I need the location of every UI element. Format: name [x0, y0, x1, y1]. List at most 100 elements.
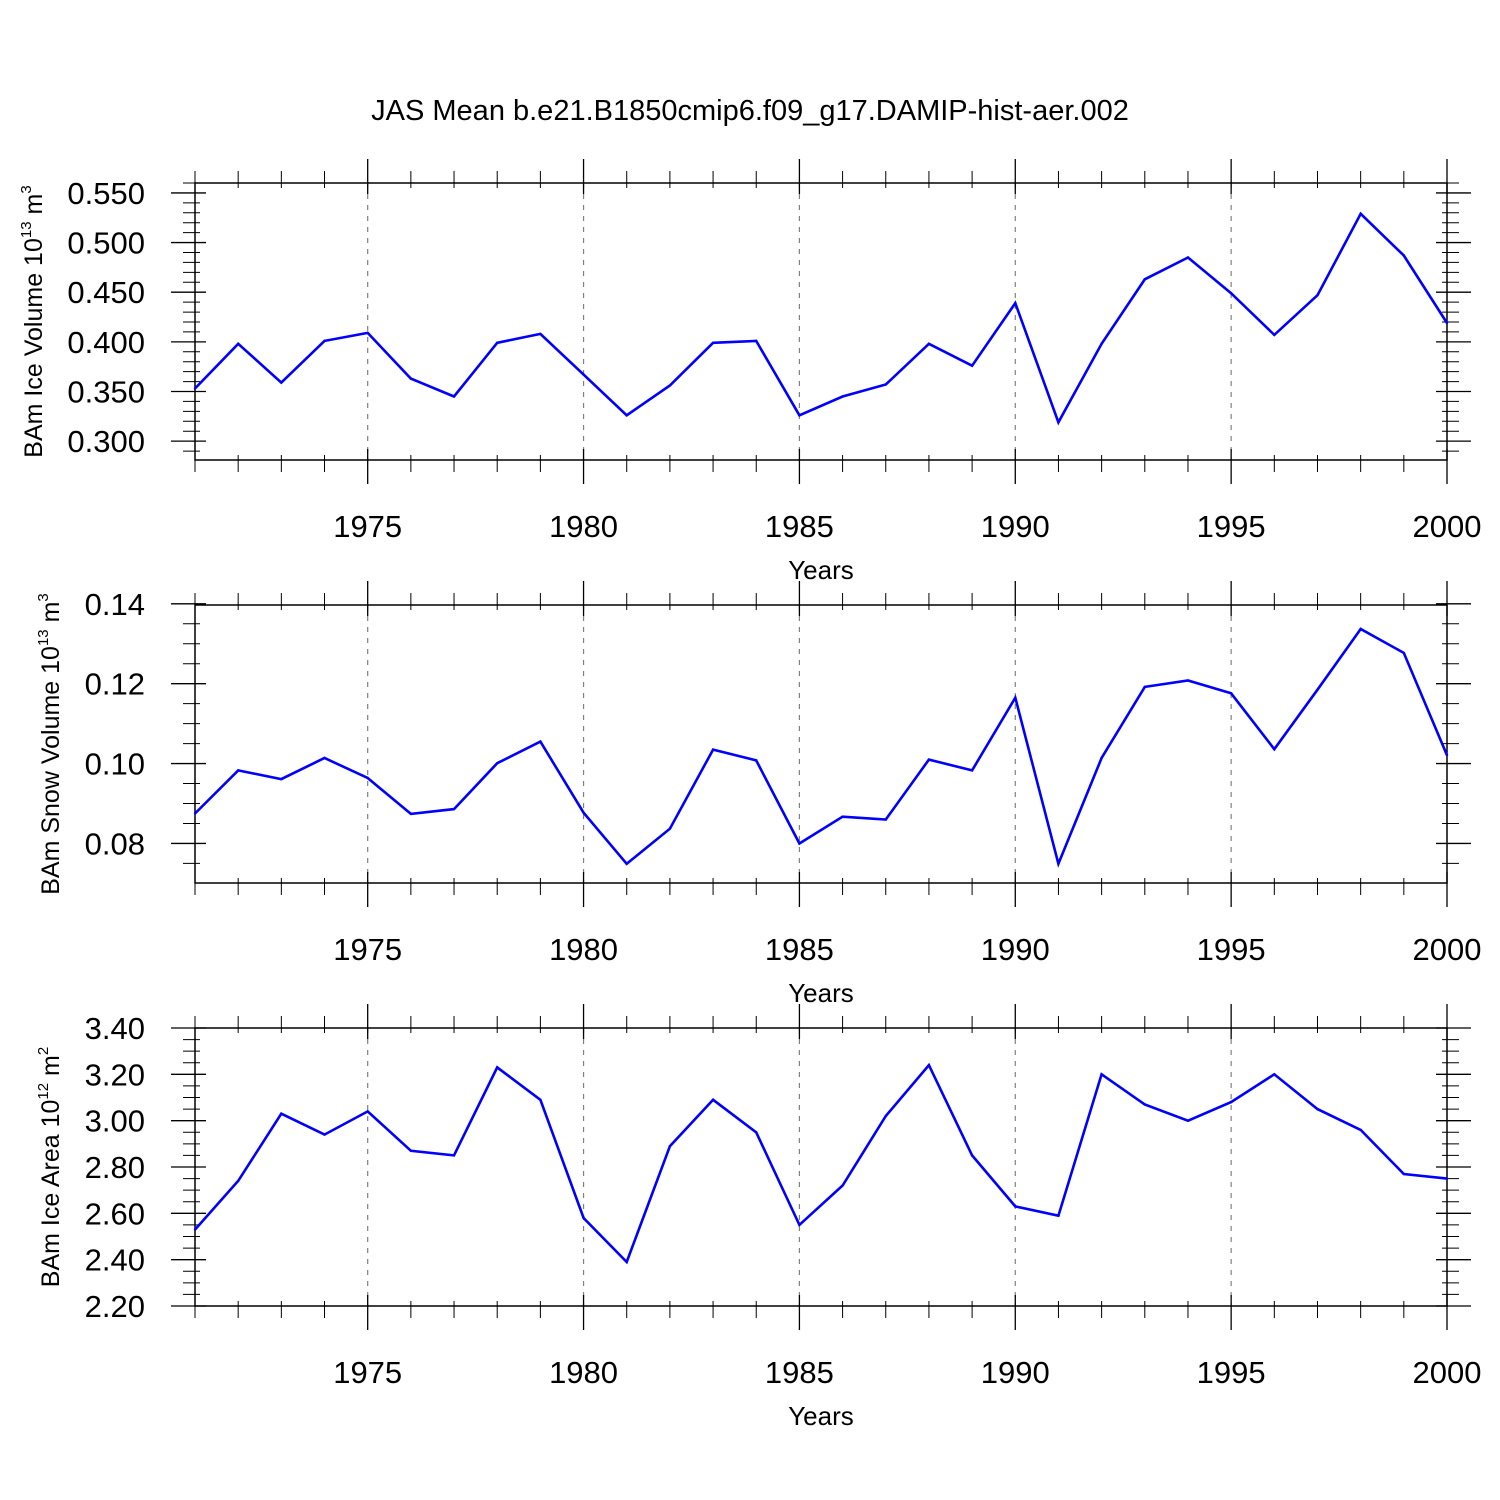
y-axis-title: BAm Ice Volume 1013 m3	[18, 185, 48, 457]
data-point	[236, 769, 240, 772]
data-point	[841, 815, 844, 818]
x-tick-label: 1990	[981, 932, 1050, 967]
data-point	[496, 1066, 499, 1069]
data-point	[711, 1098, 715, 1102]
data-point	[323, 339, 326, 343]
data-point	[1402, 1172, 1406, 1176]
data-point	[711, 341, 715, 345]
y-tick-label: 0.10	[85, 747, 145, 782]
data-point	[323, 756, 326, 760]
chart-panel-1: 1975 1980 1985 1990 1995 2000 0.300 0.350 0.400 0…	[18, 159, 1481, 585]
chart-panel-3: 1975 1980 1985 1990 1995 2000 2.20 2.40 2.60 2.80…	[35, 1004, 1481, 1431]
x-axis-title: Years	[788, 555, 854, 585]
data-point	[1186, 679, 1190, 682]
data-point	[884, 383, 887, 386]
x-axis-title: Years	[788, 1401, 854, 1431]
data-point	[755, 1131, 758, 1134]
data-point	[884, 1114, 887, 1118]
y-axis-title-main: BAm Ice Volume 10	[20, 238, 48, 458]
y-tick-label: 0.08	[85, 826, 145, 861]
data-point	[193, 812, 197, 815]
data-point	[236, 342, 240, 346]
data-point	[1057, 421, 1060, 424]
y-tick-label: 0.550	[67, 176, 145, 211]
x-axis-title: Years	[788, 978, 854, 1008]
data-point	[1143, 1103, 1146, 1106]
data-point	[409, 377, 413, 380]
data-point	[366, 1110, 369, 1113]
x-tick-label: 1975	[333, 1355, 402, 1390]
data-point	[625, 414, 628, 417]
data-point	[755, 339, 758, 343]
data-point	[798, 414, 801, 417]
data-point	[625, 1260, 628, 1264]
y-axis-title-unit: m	[37, 1055, 65, 1083]
data-point	[970, 1154, 974, 1157]
data-point	[1100, 342, 1103, 346]
data-point	[1316, 1107, 1319, 1111]
y-tick-label: 0.500	[67, 226, 145, 261]
data-point	[539, 332, 542, 336]
data-point	[1100, 1073, 1103, 1076]
data-point	[970, 769, 974, 772]
y-axis-title-main: BAm Ice Area 10	[37, 1100, 65, 1288]
data-point	[668, 827, 672, 830]
data-point	[927, 758, 931, 761]
figure-title: JAS Mean b.e21.B1850cmip6.f09_g17.DAMIP-…	[371, 95, 1129, 127]
data-point	[323, 1133, 326, 1136]
y-axis-title-exponent: 12	[35, 1083, 52, 1100]
data-point	[668, 384, 672, 387]
data-point	[452, 807, 456, 811]
data-point	[1014, 1205, 1017, 1208]
data-point	[1057, 862, 1060, 866]
x-tick-label: 2000	[1413, 1355, 1482, 1390]
data-point	[452, 1154, 456, 1157]
data-point	[1445, 321, 1449, 325]
data-point	[1359, 627, 1362, 631]
data-point	[1014, 301, 1017, 305]
x-tick-label: 2000	[1413, 932, 1482, 967]
data-point	[1229, 292, 1233, 295]
data-point	[841, 1184, 844, 1187]
x-tick-label: 1980	[549, 932, 618, 967]
data-point	[452, 395, 456, 398]
data-point	[582, 1216, 585, 1220]
data-point	[280, 381, 283, 384]
y-tick-label: 2.20	[85, 1289, 145, 1324]
x-tick-label: 1990	[981, 509, 1050, 544]
data-point	[884, 818, 887, 821]
data-point	[1014, 696, 1017, 699]
y-axis-title-unit: m	[37, 602, 65, 630]
y-axis-title: BAm Ice Area 1012 m2	[35, 1047, 65, 1287]
x-tick-label: 1990	[981, 1355, 1050, 1390]
x-tick-label: 1975	[333, 932, 402, 967]
data-point	[1143, 685, 1146, 689]
data-point	[1445, 1177, 1449, 1180]
x-tick-label: 1980	[549, 1355, 618, 1390]
y-tick-label: 3.20	[85, 1057, 145, 1092]
panels: 1975 1980 1985 1990 1995 2000 0.300 0.350 0.400 0…	[18, 159, 1481, 1431]
series-line	[194, 627, 1449, 868]
data-point	[1359, 1128, 1362, 1132]
data-point	[1186, 256, 1190, 259]
y-axis-title-exponent: 13	[18, 221, 35, 238]
y-tick-label: 0.14	[85, 587, 145, 622]
y-axis-title-unit-exponent: 3	[35, 593, 52, 601]
plot-frame	[194, 1027, 1448, 1307]
x-tick-label: 1995	[1197, 509, 1266, 544]
y-axis-title-unit-exponent: 2	[35, 1047, 52, 1055]
data-point	[1229, 1100, 1233, 1104]
y-tick-label: 0.450	[67, 275, 145, 310]
x-tick-label: 2000	[1413, 509, 1482, 544]
y-tick-label: 0.12	[85, 667, 145, 702]
y-tick-label: 0.350	[67, 374, 145, 409]
x-tick-label: 1985	[765, 1355, 834, 1390]
data-point	[1273, 1073, 1276, 1076]
data-point	[798, 1223, 801, 1227]
data-point	[668, 1144, 672, 1148]
plot-frame	[194, 604, 1448, 884]
data-point	[366, 776, 369, 780]
data-point	[409, 812, 413, 816]
y-axis-title-unit-exponent: 3	[18, 185, 35, 193]
